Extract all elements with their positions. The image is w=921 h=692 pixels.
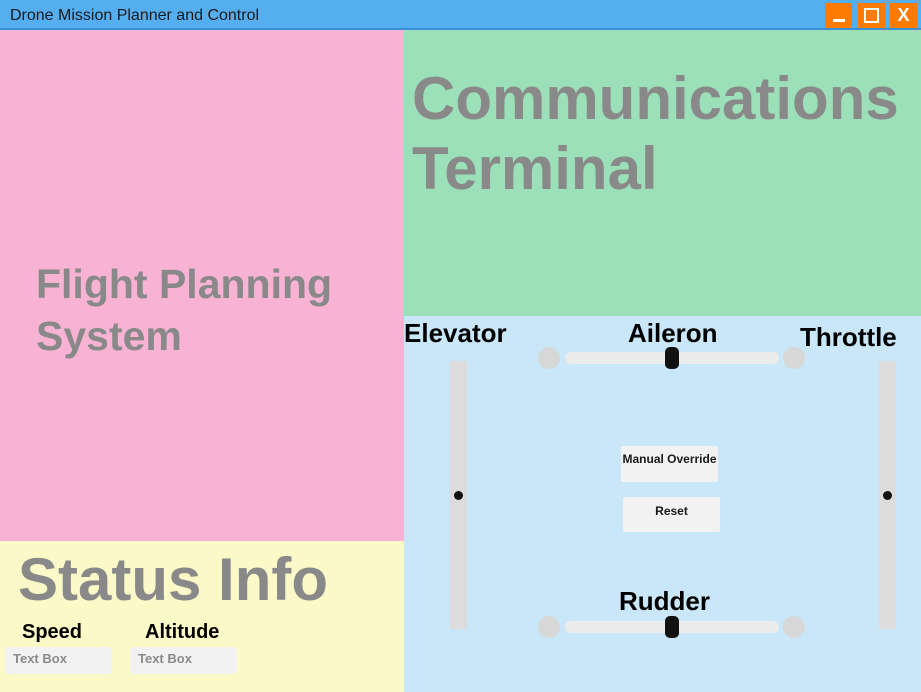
flight-planning-title: Flight Planning System xyxy=(36,261,333,359)
reset-button[interactable]: Reset xyxy=(623,497,720,532)
status-title: Status Info xyxy=(18,546,328,613)
altitude-label: Altitude xyxy=(145,621,220,643)
aileron-left-cap xyxy=(538,347,560,369)
elevator-slider-handle[interactable] xyxy=(454,490,463,500)
minimize-button[interactable] xyxy=(825,3,852,28)
maximize-icon xyxy=(864,8,879,23)
manual-override-button[interactable]: Manual Override xyxy=(621,446,718,482)
rudder-slider-handle[interactable] xyxy=(665,616,679,638)
flight-control-panel: Elevator Aileron Throttle Manual Overrid… xyxy=(404,316,921,692)
communications-panel: Communications Terminal xyxy=(404,30,921,316)
minimize-icon xyxy=(832,19,845,22)
aileron-slider[interactable] xyxy=(565,347,779,369)
status-panel: Status Info Speed Altitude Text Box Text… xyxy=(0,541,404,692)
aileron-right-cap xyxy=(783,347,805,369)
communications-title: Communications Terminal xyxy=(412,65,899,202)
elevator-slider[interactable] xyxy=(450,361,467,629)
maximize-button[interactable] xyxy=(858,3,885,28)
throttle-slider-handle[interactable] xyxy=(883,490,892,500)
throttle-label: Throttle xyxy=(800,322,897,352)
window-title: Drone Mission Planner and Control xyxy=(10,7,260,24)
rudder-right-cap xyxy=(783,616,805,638)
altitude-text-box[interactable]: Text Box xyxy=(130,647,237,674)
rudder-label: Rudder xyxy=(619,586,710,616)
rudder-left-cap xyxy=(538,616,560,638)
throttle-slider[interactable] xyxy=(879,361,896,629)
aileron-slider-handle[interactable] xyxy=(665,347,679,369)
elevator-label: Elevator xyxy=(404,318,507,348)
close-button[interactable]: X xyxy=(890,3,917,28)
speed-text-box[interactable]: Text Box xyxy=(5,647,112,674)
rudder-slider[interactable] xyxy=(565,616,779,638)
flight-planning-panel: Flight Planning System xyxy=(0,30,404,541)
speed-label: Speed xyxy=(22,621,83,643)
title-bar: Drone Mission Planner and Control X xyxy=(0,0,921,30)
aileron-label: Aileron xyxy=(628,318,718,348)
